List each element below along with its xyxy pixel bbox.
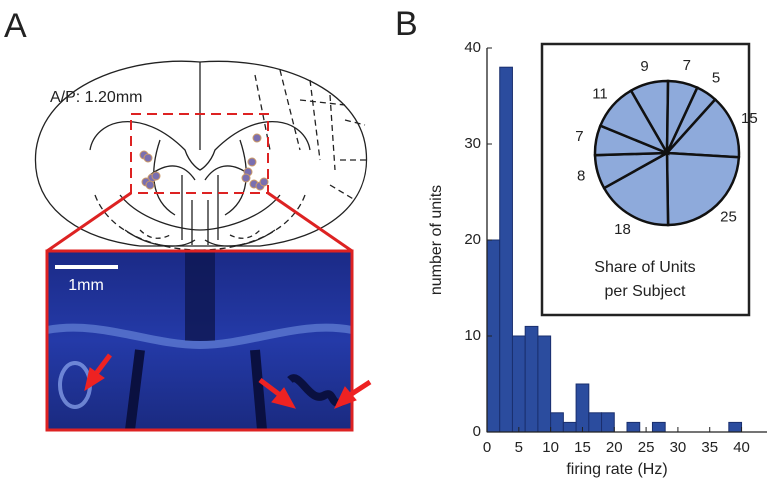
y-tick-label: 20 <box>464 231 481 248</box>
slice-label: 9 <box>640 58 648 75</box>
zoom-line <box>267 191 353 253</box>
slice-label: 15 <box>741 110 758 127</box>
x-tick-label: 35 <box>701 439 718 456</box>
x-tick-label: 40 <box>733 439 750 456</box>
bar <box>651 421 666 433</box>
zoom-line <box>46 191 132 253</box>
slice-label: 25 <box>720 208 737 225</box>
x-tick-label: 10 <box>542 439 559 456</box>
bar <box>550 412 564 433</box>
slice-label: 5 <box>712 70 720 87</box>
bar <box>728 421 743 433</box>
pie-title: per Subject <box>605 283 686 300</box>
slice-label: 7 <box>575 128 583 145</box>
bar <box>562 421 577 433</box>
recording-sites <box>139 133 269 191</box>
y-tick-label: 10 <box>464 327 481 344</box>
x-tick-label: 15 <box>574 439 591 456</box>
pie-slice <box>665 151 741 227</box>
pie-slice <box>598 88 670 156</box>
panel-label: B <box>395 5 418 43</box>
slice-label: 18 <box>614 221 631 238</box>
coordinate-label: A/P: 1.20mm <box>50 89 142 106</box>
bar <box>511 335 526 433</box>
x-tick-label: 5 <box>515 439 523 456</box>
bar <box>601 412 615 433</box>
slice-label: 8 <box>577 168 585 185</box>
histology-image <box>45 249 354 432</box>
pie-slice <box>602 150 670 227</box>
pie-slice <box>664 97 741 159</box>
x-tick-label: 20 <box>606 439 623 456</box>
x-tick-label: 0 <box>483 439 491 456</box>
x-axis-label: firing rate (Hz) <box>566 461 667 478</box>
bar <box>537 335 552 433</box>
bar <box>524 325 539 433</box>
y-axis-label: number of units <box>428 185 445 295</box>
x-tick-label: 30 <box>670 439 687 456</box>
x-tick-label: 25 <box>638 439 655 456</box>
y-tick-label: 40 <box>464 39 481 56</box>
panel-label: A <box>4 7 27 45</box>
y-tick-label: 30 <box>464 135 481 152</box>
slice-label: 7 <box>683 57 691 74</box>
bar <box>499 66 513 433</box>
slice-label: 11 <box>592 85 608 102</box>
scale-bar-label: 1mm <box>68 277 104 294</box>
y-tick-label: 0 <box>473 423 481 440</box>
bar <box>575 383 590 433</box>
bar <box>626 421 641 433</box>
bar <box>588 412 603 433</box>
pie-title: Share of Units <box>594 259 695 276</box>
roi-box <box>130 113 269 194</box>
arrows <box>84 353 372 409</box>
